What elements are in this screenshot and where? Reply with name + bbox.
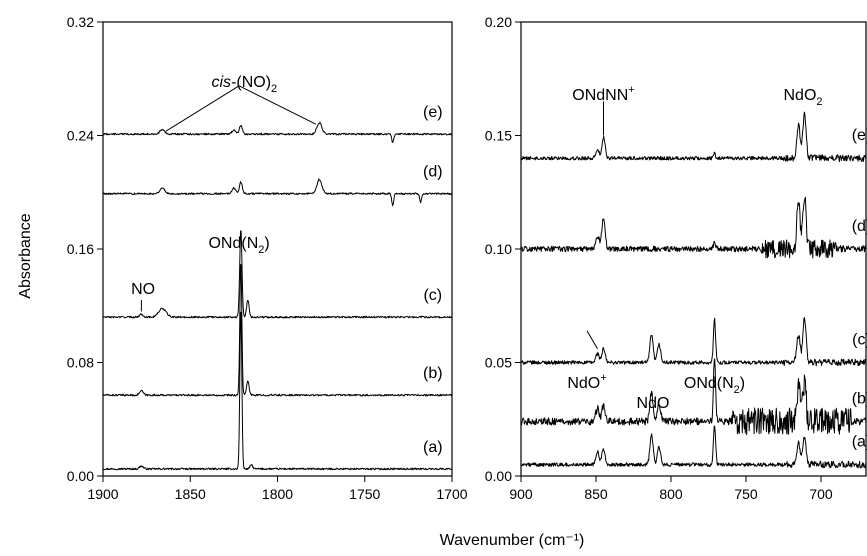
spectrum-trace-e [520,111,867,163]
cis-callout-line [165,85,317,132]
x-axis-label: Wavenumber (cm⁻¹) [440,532,585,549]
series-label: (e) [423,104,443,121]
series-label: (d) [852,218,867,235]
series-label: (c) [423,287,442,304]
annotation-no: NO [131,281,155,298]
spectrum-trace-a [102,311,453,471]
annotation-ondnn: ONdNN+ [572,84,634,104]
x-tick-label: 800 [659,486,683,502]
spectrum-trace-d [102,178,453,207]
annotation-cis: cis-(NO)2 [212,74,278,95]
x-tick-label: 1700 [436,486,467,502]
right-panel: 900 850 800 750 700 0.00 0.05 0.10 0.15 0.20 (a) (b… [485,14,867,502]
y-axis-label: Absorbance [17,213,34,298]
y-tick-label: 0.15 [485,128,512,144]
spectrum-trace-c [520,317,867,367]
y-tick-label: 0.00 [67,468,94,484]
x-tick-label: 1900 [87,486,118,502]
left-panel: 1900 1850 1800 1750 1700 0.00 0.08 0.16 0.24 0.32… [67,14,468,502]
series-label: (a) [423,439,443,456]
annotation-ond: ONd(N2) [208,235,269,256]
y-tick-label: 0.05 [485,355,512,371]
y-tick-label: 0.00 [485,468,512,484]
spectrum-trace-b [520,358,867,436]
x-tick-label: 1750 [349,486,380,502]
x-tick-label: 750 [734,486,758,502]
x-tick-label: 900 [509,486,533,502]
series-label: (a) [852,433,867,450]
spectrum-trace-c [102,230,453,319]
x-tick-label: 850 [584,486,608,502]
y-tick-label: 0.32 [67,14,94,30]
ndoplus-callout-line [586,330,598,350]
series-label: (d) [423,164,443,181]
series-label: (b) [852,390,867,407]
spectrum-trace-a [520,425,867,469]
annotation-ndoplus: NdO+ [567,372,606,392]
spectrum-trace-b [102,263,453,397]
annotation-ndo2: NdO2 [783,87,822,108]
y-tick-label: 0.08 [67,355,94,371]
annotation-ond: ONd(N2) [684,375,745,396]
series-label: (c) [852,331,867,348]
annotation-ndo: NdO [637,395,670,412]
x-tick-label: 700 [809,486,833,502]
plot-frame [102,21,453,477]
y-tick-label: 0.20 [485,14,512,30]
x-tick-label: 1850 [175,486,206,502]
y-tick-label: 0.24 [67,128,94,144]
series-label: (e) [852,127,867,144]
spectrum-trace-d [520,196,867,259]
y-tick-label: 0.10 [485,241,512,257]
series-label: (b) [423,365,443,382]
spectrum-trace-e [103,121,453,143]
x-tick-label: 1800 [262,486,293,502]
y-tick-label: 0.16 [67,241,94,257]
